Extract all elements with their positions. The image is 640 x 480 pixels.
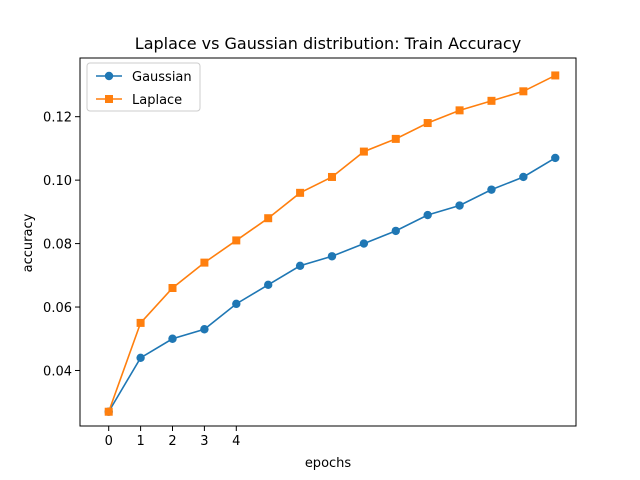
laplace-data-point <box>264 214 273 223</box>
gaussian-data-point <box>423 210 432 220</box>
x-tick-label: 3 <box>200 434 208 449</box>
x-tick-label: 1 <box>136 434 144 449</box>
laplace-data-point <box>359 147 368 156</box>
gaussian-data-point <box>551 153 560 163</box>
laplace-data-point <box>519 87 528 96</box>
laplace-data-point <box>200 258 209 267</box>
y-tick-label: 0.04 <box>43 364 72 379</box>
x-tick-label: 4 <box>232 434 240 449</box>
laplace-data-point <box>327 172 336 181</box>
gaussian-data-point <box>391 226 400 236</box>
legend-laplace-label: Laplace <box>132 93 182 108</box>
legend-laplace-marker <box>105 95 113 103</box>
gaussian-data-point <box>263 280 273 290</box>
laplace-data-point <box>391 134 400 143</box>
gaussian-data-point <box>136 353 145 362</box>
laplace-data-point <box>423 119 432 128</box>
laplace-data-point <box>455 106 464 115</box>
y-tick-label: 0.10 <box>43 174 72 189</box>
laplace-data-point <box>136 318 145 327</box>
axes-frame <box>79 57 577 427</box>
gaussian-data-point <box>455 201 464 210</box>
y-tick-label: 0.08 <box>43 238 72 253</box>
gaussian-data-point <box>232 299 241 309</box>
gaussian-data-point <box>295 261 305 270</box>
gaussian-data-point <box>519 172 528 182</box>
plot-area: 0 1 2 3 4 0.04 0.06 0.08 0.10 0.12 Gaussian Laplace <box>43 57 577 449</box>
x-tick-label: 0 <box>105 434 113 449</box>
gaussian-data-point <box>327 252 337 261</box>
gaussian-data-point <box>359 239 369 248</box>
gaussian-data-point <box>168 334 177 343</box>
laplace-data-point <box>296 188 305 197</box>
x-axis-label: epochs <box>305 456 352 471</box>
laplace-data-point <box>487 96 496 105</box>
chart-title: Laplace vs Gaussian distribution: Train … <box>135 34 521 53</box>
x-tick-label: 2 <box>168 434 176 449</box>
y-tick-label: 0.12 <box>43 111 72 126</box>
gaussian-data-point <box>487 185 496 194</box>
gaussian-data-point <box>200 325 209 334</box>
laplace-data-point <box>232 236 241 245</box>
legend-gaussian-label: Gaussian <box>132 70 192 85</box>
legend-gaussian-marker <box>104 71 114 81</box>
y-tick-label: 0.06 <box>43 301 72 316</box>
laplace-data-point <box>104 407 113 416</box>
laplace-data-point <box>551 71 560 80</box>
laplace-data-point <box>168 284 177 292</box>
y-axis-label: accuracy <box>21 213 36 272</box>
